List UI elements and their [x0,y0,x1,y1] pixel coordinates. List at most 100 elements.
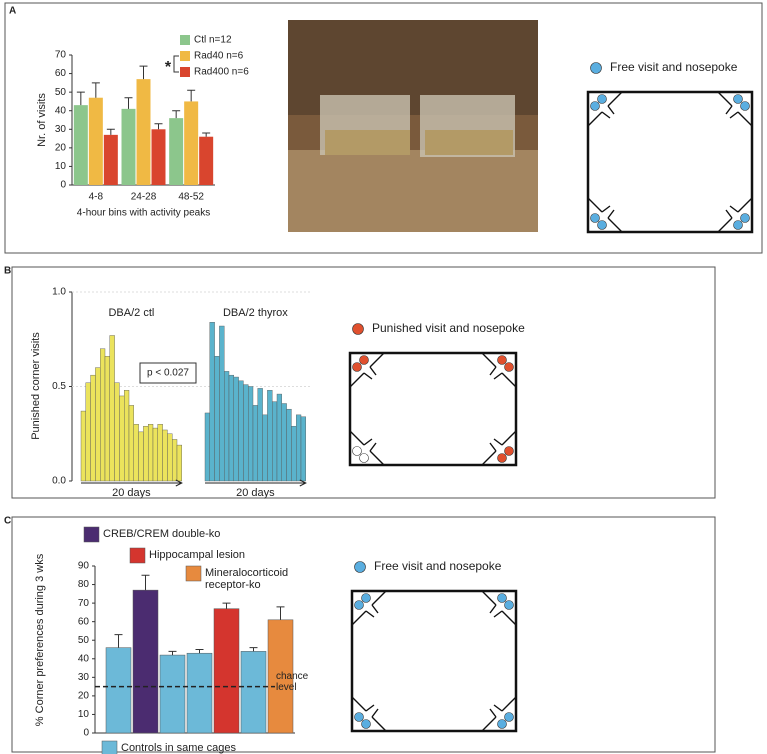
error-bar [187,89,196,102]
legend-swatch [129,547,146,564]
diagram-title: Free visit and nosepoke [610,60,738,74]
cage [586,90,754,234]
reference-label-text: chance level [276,670,309,693]
legend-swatch [185,565,202,582]
nosepoke [590,101,600,111]
bar [167,433,173,482]
reference-label: chance level [276,670,309,693]
bar [291,425,297,482]
y-tick-label: 50 [55,87,67,98]
y-tick-label: 20 [78,691,90,702]
x-axis-label: 20 days [112,487,151,499]
legend-label: Rad40 n=6 [194,51,244,62]
error-bar [222,602,231,609]
legend-label-text: Controls in same cages [121,742,236,754]
legend-label: Mineralocorticoid receptor-ko [205,567,289,591]
nosepoke [740,213,750,223]
nosepoke [597,220,607,230]
y-tick-label: 30 [55,124,67,135]
bar [114,382,120,482]
bar [281,403,287,482]
bar [286,408,292,482]
nosepoke [359,453,369,463]
bar [151,129,166,185]
x-axis-label: 4-hour bins with activity peaks [77,208,210,219]
bar [162,429,168,482]
corner-wall [349,430,385,466]
corner-wall [481,696,517,732]
bar [267,390,273,482]
bar [276,393,283,482]
bar [123,390,130,482]
panel-label: A [9,6,16,17]
legend-swatch [180,35,190,45]
bar [213,608,240,734]
annotation-box [139,362,197,384]
panel-frame [4,2,763,254]
bar [169,118,184,185]
bar [209,322,215,482]
panel-label: B [4,266,11,277]
bar [88,97,103,185]
x-tick-label: 24-28 [131,192,157,203]
corner-wall [349,352,385,388]
error-bar [91,82,100,98]
nosepoke [352,362,362,372]
bar [121,108,136,185]
bar [296,414,302,482]
bar [171,439,178,482]
bar [219,325,225,482]
bar [247,386,254,482]
bar [109,335,115,482]
corner-wall [481,352,517,388]
corner-wall [351,696,387,732]
series-title: DBA/2 ctl [108,307,154,319]
y-tick-label: 10 [55,161,67,172]
bar [243,384,249,482]
nosepoke [590,213,600,223]
time-arrow [205,479,307,487]
error-bar [139,65,148,80]
corner-wall [481,590,517,626]
nosepoke [361,719,371,729]
bar [262,414,268,482]
legend-label: Controls in same cages [121,742,236,754]
nosepoke [354,712,364,722]
error-bar [124,97,133,109]
x-tick-label: 4-8 [89,192,104,203]
y-tick-label: 40 [55,105,67,116]
nosepoke [352,446,362,456]
bar [73,105,88,185]
error-bar [249,647,258,652]
bar [214,356,220,482]
diagram-title: Free visit and nosepoke [374,559,502,573]
y-tick-label: 70 [78,598,90,609]
y-tick-label: 1.0 [52,287,66,298]
bar [147,424,154,482]
y-tick-label: 70 [55,50,67,61]
bar [103,134,118,185]
nosepoke [504,600,514,610]
legend-label: Ctl n=12 [194,35,232,46]
error-bar [276,606,285,620]
annotation: p < 0.027 [147,368,189,379]
bar [143,425,149,482]
cage [348,351,518,467]
legend-label-text: Mineralocorticoid receptor-ko [205,567,289,591]
error-bar [141,574,150,591]
nosepoke [359,355,369,365]
nosepoke [497,355,507,365]
nosepoke [354,600,364,610]
corner-wall [587,91,623,127]
corner-wall [351,590,387,626]
legend-swatch [83,526,100,543]
bar [157,424,163,482]
y-axis-label: % Corner preferences during 3 wks [34,553,46,726]
cage [350,589,518,733]
bar [199,136,214,185]
bar [152,427,159,482]
nosepoke [504,712,514,722]
y-axis-label: Nr. of visits [36,93,48,147]
y-tick-label: 0 [60,180,66,191]
